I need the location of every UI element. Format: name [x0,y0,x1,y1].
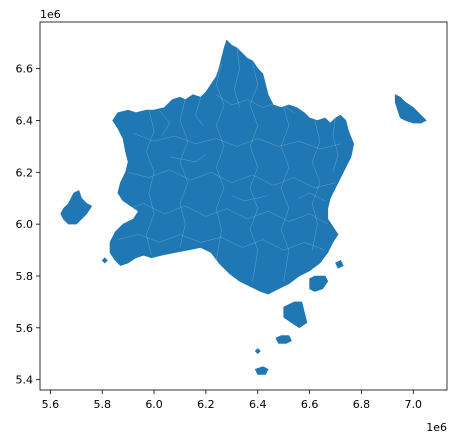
region-northeast-island [394,94,427,124]
region-borders [117,47,341,282]
subdivision-border [146,110,155,256]
y-tick-label: 6.0 [16,218,34,231]
region-west-island [60,190,93,225]
region-island-east-small [309,275,329,292]
x-tick-label: 5.6 [42,398,60,411]
subdivision-border [234,47,240,108]
region-island-southmost [254,366,269,375]
subdivision-border [231,195,269,201]
subdivision-border [128,169,336,189]
y-axis-offset-label: 1e6 [40,8,61,21]
region-island-south-small [275,335,292,344]
subdivision-border [159,109,170,137]
map-polygons [60,39,427,375]
subdivision-border [195,97,204,126]
subdivision-border [216,63,225,261]
x-tick-label: 6.6 [301,398,319,411]
x-tick-label: 6.0 [145,398,163,411]
x-tick-label: 5.8 [93,398,111,411]
region-islet-west-coast [101,257,108,264]
subdivision-border [179,99,188,248]
y-axis-ticks: 5.4 5.6 5.8 6.0 6.2 6.4 6.6 [16,63,40,387]
x-tick-label: 6.8 [353,398,371,411]
subdivision-border [332,117,339,173]
region-islet-east-coast [335,260,344,269]
y-tick-label: 6.2 [16,166,34,179]
subdivision-border [312,120,321,251]
y-tick-label: 5.8 [16,270,34,283]
subdivision-border [280,107,290,282]
x-tick-label: 7.0 [405,398,423,411]
subdivision-border [122,203,328,225]
subdivision-border [133,133,341,150]
x-axis-ticks: 5.6 5.8 6.0 6.2 6.4 6.6 6.8 7.0 [42,390,422,411]
subdivision-border [169,154,207,163]
y-tick-label: 5.4 [16,374,34,387]
y-tick-label: 6.4 [16,114,34,127]
region-mainland [109,39,354,295]
x-tick-label: 6.2 [197,398,215,411]
region-island-south-west-dot [254,348,261,354]
subdivision-border [216,94,295,113]
subdivision-border [299,192,326,201]
y-tick-label: 6.6 [16,63,34,76]
region-island-south-large [283,301,308,329]
x-tick-label: 6.4 [249,398,267,411]
subdivision-border [249,63,258,282]
y-tick-label: 5.6 [16,322,34,335]
axes-frame [39,21,448,391]
x-axis-offset-label: 1e6 [426,421,447,434]
subdivision-border [117,234,326,251]
